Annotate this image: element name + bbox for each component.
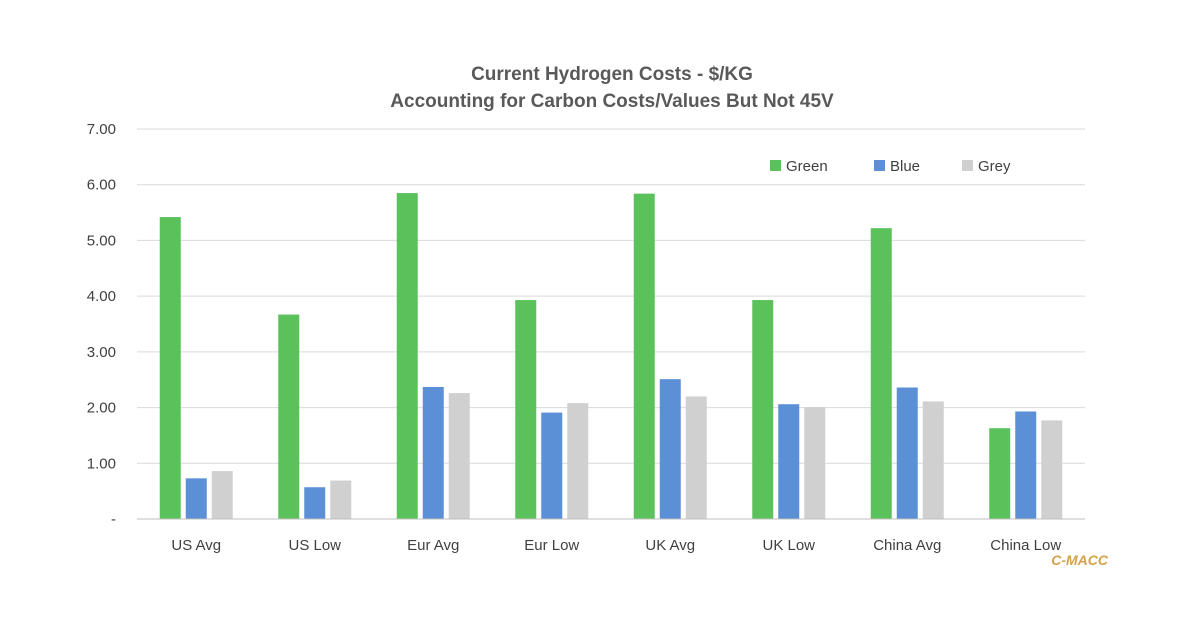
chart-title: Current Hydrogen Costs - $/KG	[471, 64, 753, 85]
bar-blue	[1015, 411, 1037, 519]
x-category-label: China Avg	[873, 537, 941, 554]
bar-green	[159, 217, 181, 519]
bar-green	[633, 193, 655, 519]
bar-blue	[185, 478, 207, 519]
bar-green	[989, 428, 1011, 519]
y-tick-label: 6.00	[87, 177, 116, 194]
x-category-label: China Low	[990, 537, 1061, 554]
bar-green	[515, 300, 537, 519]
x-category-label: UK Low	[762, 537, 815, 554]
bar-green	[278, 314, 300, 519]
bar-green	[752, 300, 774, 519]
legend-label-grey: Grey	[978, 158, 1011, 175]
bar-green	[870, 228, 892, 519]
category-labels: US Avg US Low Eur Avg Eur Low UK Avg UK Low Ch…	[171, 537, 1061, 554]
legend-swatch-grey	[962, 160, 973, 171]
y-tick-label: 5.00	[87, 232, 116, 249]
legend-label-green: Green	[786, 158, 828, 175]
legend: Green Blue Grey	[770, 158, 1011, 175]
bar-grey	[922, 401, 944, 519]
bar-blue	[422, 386, 444, 519]
y-axis-tick-labels: - 1.00 2.00 3.00 4.00 5.00 6.00 7.00	[87, 121, 116, 528]
bar-grey	[330, 480, 352, 519]
bars	[159, 193, 1063, 520]
bar-grey	[1041, 420, 1063, 519]
y-tick-label: 4.00	[87, 288, 116, 305]
legend-label-blue: Blue	[890, 158, 920, 175]
bar-blue	[541, 412, 563, 519]
bar-grey	[685, 396, 707, 519]
watermark-text: C-MACC	[1051, 552, 1109, 568]
legend-swatch-green	[770, 160, 781, 171]
x-category-label: UK Avg	[645, 537, 695, 554]
bar-blue	[896, 387, 918, 519]
bar-grey	[804, 407, 826, 519]
bar-green	[396, 193, 418, 520]
bar-grey	[211, 471, 233, 519]
bar-grey	[448, 393, 470, 519]
y-tick-label: -	[111, 511, 116, 528]
bar-blue	[659, 379, 681, 519]
bar-blue	[304, 487, 326, 519]
chart-subtitle: Accounting for Carbon Costs/Values But N…	[390, 91, 834, 112]
y-tick-label: 2.00	[87, 400, 116, 417]
x-category-label: US Avg	[171, 537, 221, 554]
bar-grey	[567, 403, 589, 519]
y-tick-label: 7.00	[87, 121, 116, 138]
y-tick-label: 1.00	[87, 455, 116, 472]
bar-blue	[778, 404, 800, 519]
x-category-label: US Low	[288, 537, 341, 554]
x-category-label: Eur Low	[524, 537, 579, 554]
y-tick-label: 3.00	[87, 344, 116, 361]
legend-swatch-blue	[874, 160, 885, 171]
x-category-label: Eur Avg	[407, 537, 459, 554]
